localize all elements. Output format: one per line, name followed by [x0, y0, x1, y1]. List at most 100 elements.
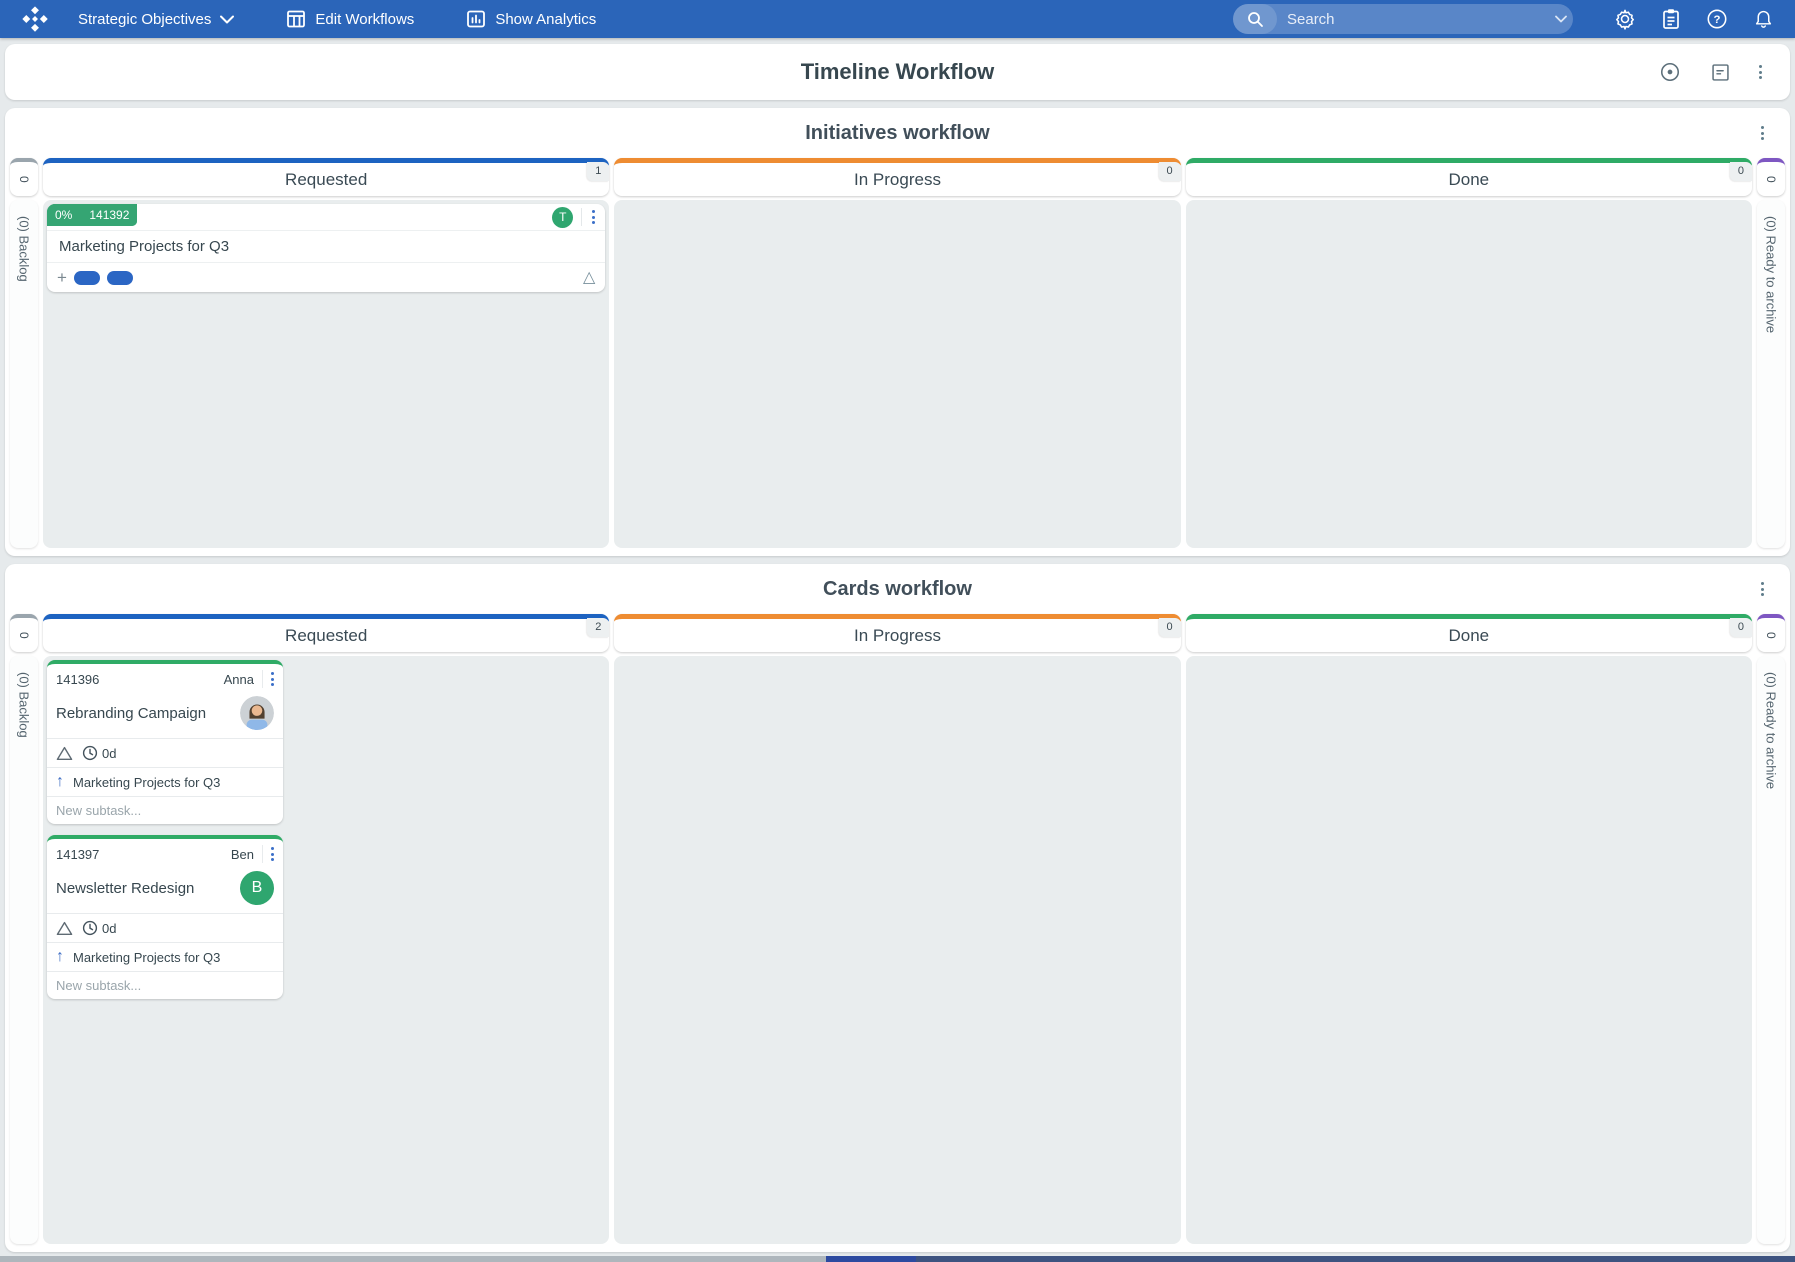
initiatives-in-progress-body: [614, 200, 1181, 548]
horizontal-scrollbar-thumb[interactable]: [825, 1256, 1795, 1262]
businessmap-logo-icon[interactable]: [12, 6, 58, 32]
add-child-plus-icon[interactable]: +: [57, 268, 67, 287]
initiatives-archive-header[interactable]: 0: [1756, 158, 1785, 196]
search-input[interactable]: [1277, 10, 1555, 28]
backlog-label: (0) Backlog: [16, 216, 32, 282]
card-title: Rebranding Campaign: [56, 704, 207, 722]
cards-in-progress-body: [614, 656, 1181, 1244]
edit-workflows-button[interactable]: Edit Workflows: [272, 0, 428, 38]
cards-backlog-header[interactable]: 0: [10, 614, 38, 652]
parent-link[interactable]: Marketing Projects for Q3: [73, 774, 221, 790]
cards-workflow-title: Cards workflow: [823, 577, 972, 600]
owner-avatar-photo: [240, 696, 274, 730]
initiatives-column-done: Done 0: [1185, 158, 1752, 548]
child-card-pill[interactable]: [106, 270, 133, 285]
initiatives-backlog-header[interactable]: 0: [10, 158, 38, 196]
backlog-count: 0: [17, 631, 31, 639]
archive-label: (0) Ready to archive: [1763, 216, 1779, 334]
column-name: Requested: [285, 625, 368, 645]
card-title: Newsletter Redesign: [56, 879, 195, 897]
board-title: Timeline Workflow: [800, 59, 995, 84]
initiative-card[interactable]: 0% 141392 T Marketing Projects for Q3 +: [47, 204, 606, 292]
track-position-icon[interactable]: [1657, 59, 1683, 85]
card-newsletter-redesign[interactable]: 141397 Ben Newsletter Redesign B: [47, 835, 283, 999]
priority-triangle-icon: △: [583, 268, 596, 286]
initiatives-archive-rail: 0 (0) Ready to archive: [1756, 158, 1785, 548]
column-count-badge: 0: [1158, 162, 1181, 181]
cards-in-progress-header[interactable]: In Progress 0: [614, 614, 1181, 652]
archive-count: 0: [1763, 175, 1778, 183]
board-titlebar: Timeline Workflow: [5, 44, 1790, 100]
column-name: Done: [1448, 625, 1490, 645]
initiatives-requested-header[interactable]: Requested 1: [43, 158, 610, 196]
progress-badge: 0%: [47, 204, 81, 226]
column-count-badge: 0: [1158, 618, 1181, 637]
initiatives-done-header[interactable]: Done 0: [1185, 158, 1752, 196]
card-menu-kebab-icon[interactable]: [262, 670, 274, 688]
card-menu-kebab-icon[interactable]: [590, 206, 605, 228]
initiatives-requested-body: 0% 141392 T Marketing Projects for Q3 +: [43, 200, 610, 548]
table-icon: [286, 9, 306, 29]
cards-column-done: Done 0: [1185, 614, 1752, 1244]
cards-backlog-body[interactable]: (0) Backlog: [10, 656, 38, 1244]
initiatives-column-in-progress: In Progress 0: [614, 158, 1181, 548]
cards-done-body: [1185, 656, 1752, 1244]
archive-label: (0) Ready to archive: [1763, 672, 1779, 790]
cards-done-header[interactable]: Done 0: [1185, 614, 1752, 652]
initiatives-done-body: [1185, 200, 1752, 548]
board-menu-kebab-icon[interactable]: [1757, 61, 1772, 83]
column-name: Done: [1448, 169, 1490, 189]
cards-menu-kebab-icon[interactable]: [1759, 578, 1774, 600]
horizontal-scrollbar[interactable]: [0, 1256, 1795, 1262]
chevron-down-icon: [220, 15, 235, 24]
workspace-switcher[interactable]: Strategic Objectives: [64, 0, 248, 38]
child-card-pill[interactable]: [73, 270, 100, 285]
cards-archive-header[interactable]: 0: [1756, 614, 1785, 652]
card-id-badge: 141392: [81, 204, 138, 226]
initiatives-workflow-title: Initiatives workflow: [805, 121, 990, 144]
card-due: 0d: [102, 920, 117, 936]
notifications-bell-icon[interactable]: [1743, 0, 1783, 38]
initiatives-backlog-body[interactable]: (0) Backlog: [10, 200, 38, 548]
initiatives-workflow-section: Initiatives workflow 0 (0) Backlog Reque…: [5, 108, 1790, 556]
new-subtask-input[interactable]: New subtask...: [47, 971, 283, 999]
new-subtask-input[interactable]: New subtask...: [47, 796, 283, 824]
clock-icon: [82, 920, 98, 936]
column-name: Requested: [285, 169, 368, 189]
show-analytics-label: Show Analytics: [495, 10, 597, 28]
card-owner: Anna: [223, 671, 254, 687]
assignee-avatar: T: [552, 206, 574, 228]
search-scope-chevron-icon[interactable]: [1555, 15, 1567, 23]
settings-gear-icon[interactable]: [1605, 0, 1645, 38]
archive-count: 0: [1763, 631, 1778, 639]
svg-text:?: ?: [1714, 14, 1721, 26]
initiatives-archive-body[interactable]: (0) Ready to archive: [1756, 200, 1785, 548]
show-analytics-button[interactable]: Show Analytics: [452, 0, 610, 38]
cards-column-requested: Requested 2 141396 Anna Rebranding Campa…: [43, 614, 610, 1244]
cards-backlog-rail: 0 (0) Backlog: [10, 614, 38, 1244]
clipboard-icon[interactable]: [1651, 0, 1691, 38]
cards-requested-header[interactable]: Requested 2: [43, 614, 610, 652]
initiatives-in-progress-header[interactable]: In Progress 0: [614, 158, 1181, 196]
initiatives-menu-kebab-icon[interactable]: [1759, 122, 1774, 144]
column-name: In Progress: [854, 169, 941, 189]
cards-archive-rail: 0 (0) Ready to archive: [1756, 614, 1785, 1244]
initiative-card-title: Marketing Projects for Q3: [59, 238, 230, 255]
workspace-switcher-label: Strategic Objectives: [78, 10, 212, 28]
backlog-label: (0) Backlog: [16, 672, 32, 738]
backlog-count: 0: [17, 175, 31, 183]
search-box[interactable]: [1233, 4, 1573, 34]
help-icon[interactable]: ?: [1697, 0, 1737, 38]
card-rebranding-campaign[interactable]: 141396 Anna Rebranding Campaign: [47, 660, 283, 824]
cards-archive-body[interactable]: (0) Ready to archive: [1756, 656, 1785, 1244]
card-menu-kebab-icon[interactable]: [262, 845, 274, 863]
top-nav: Strategic Objectives Edit Workflows Show…: [0, 0, 1795, 38]
column-count-badge: 0: [1729, 618, 1752, 637]
search-icon: [1233, 4, 1277, 34]
parent-link[interactable]: Marketing Projects for Q3: [73, 949, 221, 965]
parent-arrow-icon: ↑: [56, 948, 64, 965]
edit-workflows-label: Edit Workflows: [315, 10, 415, 28]
board-log-icon[interactable]: [1707, 59, 1733, 85]
card-id: 141396: [56, 671, 100, 687]
initiatives-backlog-rail: 0 (0) Backlog: [10, 158, 38, 548]
